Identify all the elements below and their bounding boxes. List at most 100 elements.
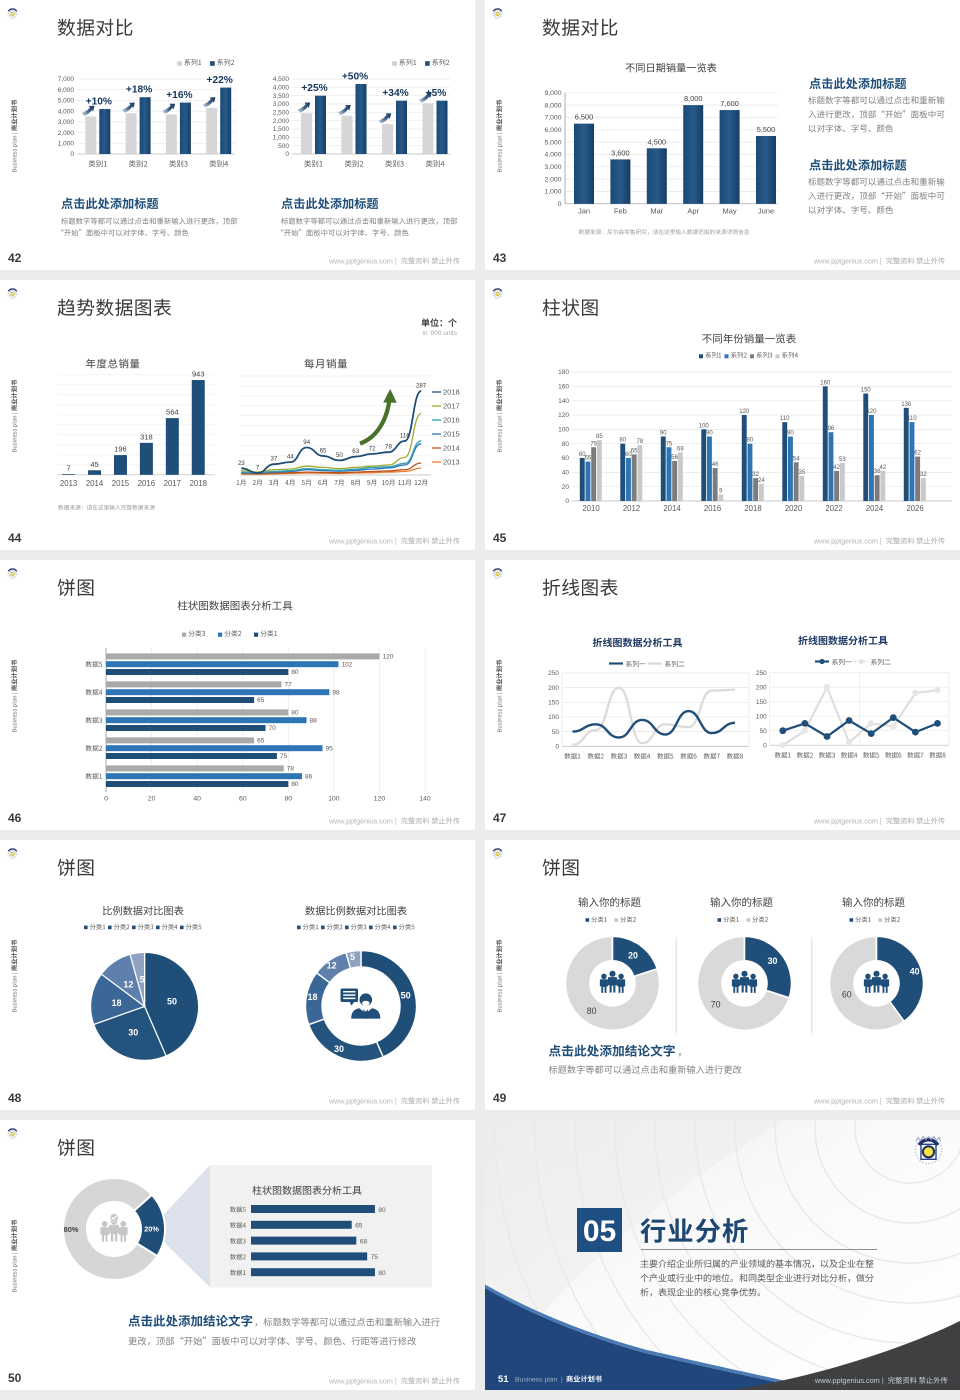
svg-text:24: 24 (758, 478, 765, 484)
svg-text:+22%: +22% (207, 75, 233, 86)
svg-text:35: 35 (799, 470, 806, 476)
svg-text:77: 77 (284, 682, 292, 689)
svg-text:2014: 2014 (86, 479, 104, 488)
svg-text:62: 62 (914, 451, 921, 457)
svg-text:55: 55 (585, 456, 592, 462)
svg-text:110: 110 (780, 416, 790, 422)
svg-text:65: 65 (631, 448, 638, 454)
svg-text:110: 110 (907, 416, 917, 422)
svg-text:100: 100 (756, 713, 767, 720)
svg-text:100: 100 (548, 714, 559, 721)
svg-text:0: 0 (104, 796, 108, 803)
svg-text:www.pptgenius.com |: www.pptgenius.com | (328, 817, 397, 826)
svg-text:2018: 2018 (443, 388, 460, 397)
svg-text:32: 32 (752, 472, 759, 478)
svg-text:2016: 2016 (443, 416, 460, 425)
svg-text:44: 44 (8, 531, 22, 545)
svg-text:80: 80 (619, 438, 626, 444)
svg-text:80: 80 (562, 441, 570, 448)
svg-text:+18%: +18% (126, 85, 152, 96)
svg-text:8,000: 8,000 (544, 102, 561, 109)
svg-text:95: 95 (326, 745, 334, 752)
svg-text:1,500: 1,500 (273, 126, 290, 133)
svg-text:June: June (758, 207, 774, 216)
svg-text:5,000: 5,000 (58, 98, 75, 105)
svg-text:4,500: 4,500 (273, 76, 290, 83)
svg-text:5,000: 5,000 (544, 139, 561, 146)
svg-text:65: 65 (355, 1223, 363, 1230)
svg-text:30: 30 (128, 1028, 138, 1038)
svg-text:90: 90 (660, 431, 667, 437)
svg-text:2013: 2013 (60, 479, 77, 488)
svg-text:100: 100 (558, 427, 569, 434)
svg-text:in '000 units: in '000 units (423, 330, 458, 337)
svg-text:200: 200 (548, 685, 559, 692)
svg-text:8,000: 8,000 (684, 94, 703, 103)
svg-text:46: 46 (8, 811, 22, 825)
svg-text:37: 37 (271, 456, 278, 463)
svg-text:5: 5 (350, 952, 355, 962)
svg-text:www.pptgenius.com |: www.pptgenius.com | (813, 257, 882, 266)
svg-text:47: 47 (493, 811, 507, 825)
svg-text:9,000: 9,000 (544, 90, 561, 97)
svg-text:1,000: 1,000 (273, 135, 290, 142)
svg-text:0: 0 (70, 151, 74, 158)
svg-text:100: 100 (328, 796, 340, 803)
svg-text:150: 150 (548, 700, 559, 707)
svg-text:www.pptgenius.com |: www.pptgenius.com | (814, 1376, 884, 1385)
svg-text:943: 943 (192, 370, 205, 379)
svg-text:56: 56 (671, 455, 678, 461)
svg-text:80: 80 (291, 669, 299, 676)
svg-text:42: 42 (8, 251, 22, 265)
svg-text:6,000: 6,000 (544, 127, 561, 134)
svg-text:7,000: 7,000 (58, 76, 75, 83)
svg-text:0: 0 (558, 201, 562, 208)
svg-text:45: 45 (90, 460, 98, 469)
svg-text:2,500: 2,500 (273, 110, 290, 117)
svg-text:9: 9 (719, 489, 723, 495)
svg-text:54: 54 (793, 456, 800, 462)
svg-text:32: 32 (920, 472, 927, 478)
svg-text:94: 94 (303, 439, 310, 446)
svg-text:85: 85 (596, 434, 603, 440)
svg-text:3,000: 3,000 (544, 164, 561, 171)
svg-text:+50%: +50% (342, 72, 368, 83)
svg-text:42: 42 (833, 465, 840, 471)
svg-text:564: 564 (166, 408, 179, 417)
svg-text:60: 60 (579, 452, 586, 458)
svg-text:0: 0 (565, 498, 569, 505)
svg-text:30: 30 (334, 1044, 344, 1054)
svg-text:88: 88 (310, 717, 318, 724)
svg-text:140: 140 (419, 796, 431, 803)
svg-text:250: 250 (756, 670, 767, 677)
svg-text:2014: 2014 (443, 444, 460, 453)
svg-text:1,000: 1,000 (544, 189, 561, 196)
svg-text:12: 12 (123, 980, 133, 990)
svg-text:48: 48 (8, 1091, 22, 1105)
svg-text:2013: 2013 (443, 458, 460, 467)
svg-text:60: 60 (842, 990, 852, 1000)
svg-text:4,000: 4,000 (544, 152, 561, 159)
svg-text:72: 72 (369, 445, 376, 452)
svg-text:140: 140 (558, 398, 569, 405)
svg-text:1,000: 1,000 (58, 140, 75, 147)
svg-text:53: 53 (839, 457, 846, 463)
svg-text:7: 7 (67, 464, 71, 473)
svg-text:2012: 2012 (623, 504, 640, 513)
svg-text:18: 18 (111, 998, 121, 1008)
svg-text:6,500: 6,500 (575, 113, 594, 122)
svg-text:86: 86 (305, 773, 313, 780)
svg-text:65: 65 (257, 738, 265, 745)
svg-text:60: 60 (562, 455, 570, 462)
svg-text:120: 120 (866, 409, 877, 415)
svg-text:6,000: 6,000 (58, 87, 75, 94)
svg-text:80: 80 (587, 1006, 597, 1016)
svg-text:+10%: +10% (86, 97, 112, 108)
svg-text:2016: 2016 (138, 479, 155, 488)
svg-text:2016: 2016 (704, 504, 721, 513)
svg-text:30: 30 (768, 956, 778, 966)
svg-text:96: 96 (828, 426, 835, 432)
svg-text:0: 0 (763, 742, 767, 749)
svg-text:90: 90 (706, 431, 713, 437)
svg-text:3,000: 3,000 (273, 101, 290, 108)
